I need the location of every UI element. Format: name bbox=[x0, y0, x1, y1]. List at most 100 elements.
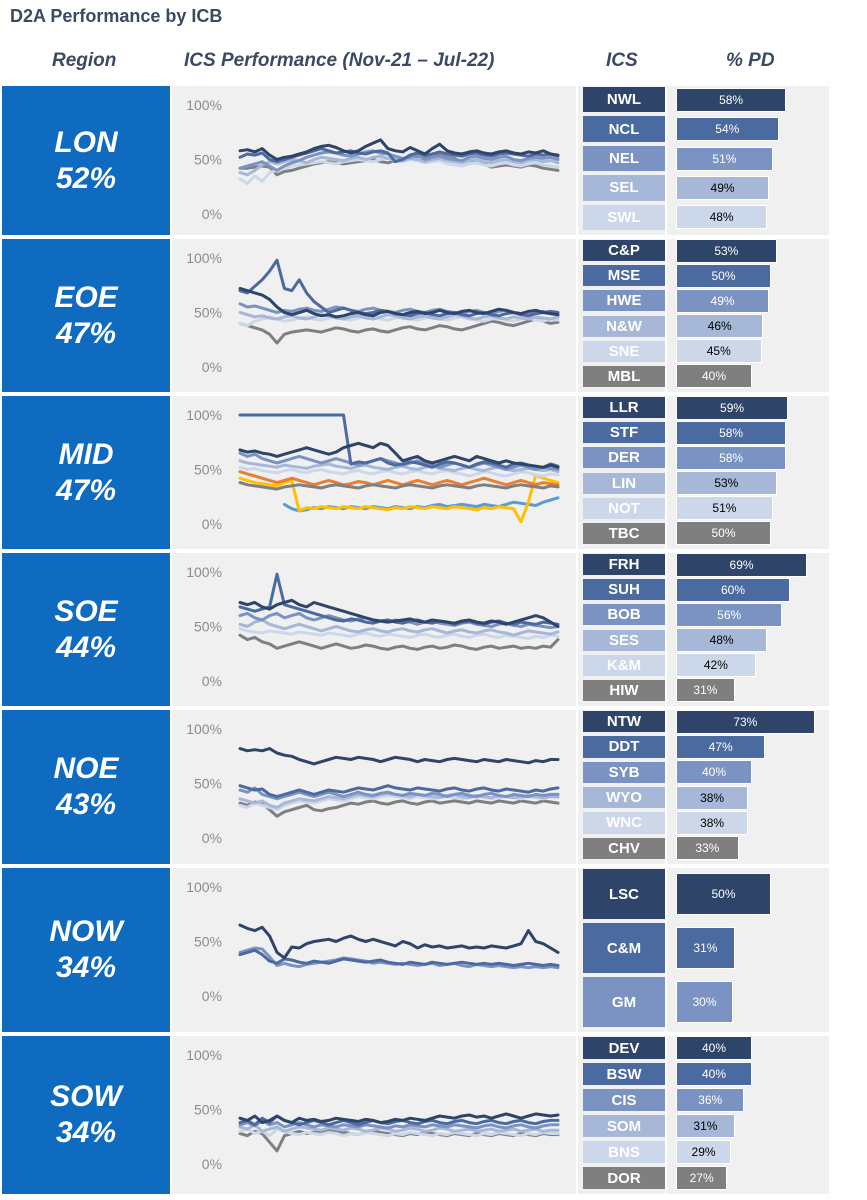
pd-bar: 58% bbox=[676, 87, 787, 112]
series-line-ses bbox=[238, 618, 560, 637]
pd-bar: 69% bbox=[676, 552, 808, 577]
region-box: SOE 44% bbox=[2, 553, 170, 706]
series-line-cm bbox=[238, 948, 560, 967]
series-line-ntw bbox=[238, 747, 560, 766]
pd-bar-label: 47% bbox=[708, 740, 733, 754]
ics-label: NWL bbox=[583, 87, 665, 113]
y-tick-label: 0% bbox=[202, 1156, 222, 1172]
pd-bar-label: 38% bbox=[700, 816, 725, 830]
pd-bar: 46% bbox=[676, 314, 764, 339]
region-box: SOW 34% bbox=[2, 1036, 170, 1194]
ics-label: CIS bbox=[583, 1089, 665, 1111]
region-percent: 47% bbox=[55, 473, 117, 507]
region-box: LON 52% bbox=[2, 86, 170, 235]
pd-bar-label: 31% bbox=[693, 683, 718, 698]
ics-label: DEV bbox=[583, 1037, 665, 1059]
ics-label: SUH bbox=[583, 579, 665, 601]
pd-bar: 47% bbox=[676, 735, 766, 759]
pd-bar: 51% bbox=[676, 146, 773, 171]
pd-bar: 49% bbox=[676, 175, 770, 200]
pd-bar: 58% bbox=[676, 420, 787, 445]
pd-bar: 27% bbox=[676, 1166, 728, 1190]
region-box: EOE 47% bbox=[2, 239, 170, 392]
ics-label: SEL bbox=[583, 175, 665, 201]
line-chart: 100% 50% 0% bbox=[186, 97, 560, 222]
ics-label: LSC bbox=[583, 869, 665, 919]
ics-label: K&M bbox=[583, 654, 665, 676]
ics-label: CHV bbox=[583, 837, 665, 859]
region-name: SOW bbox=[50, 1080, 122, 1113]
pd-bar-label: 40% bbox=[701, 369, 727, 384]
region-percent: 34% bbox=[55, 1116, 117, 1149]
pd-bar: 30% bbox=[676, 981, 733, 1023]
header-region: Region bbox=[52, 50, 117, 71]
pd-bar: 50% bbox=[676, 873, 771, 915]
ics-label: HIW bbox=[583, 679, 665, 701]
ics-label: TBC bbox=[583, 522, 665, 544]
ics-label: FRH bbox=[583, 554, 665, 576]
ics-label: NEL bbox=[583, 145, 665, 172]
y-tick-label: 50% bbox=[194, 305, 222, 321]
ics-label: MBL bbox=[583, 365, 665, 387]
line-chart: 100% 50% 0% bbox=[186, 407, 560, 532]
series-line-not bbox=[238, 465, 560, 478]
pd-bar-label: 31% bbox=[693, 1119, 718, 1133]
ics-label: C&P bbox=[583, 240, 665, 262]
pd-bar: 33% bbox=[676, 836, 739, 861]
pd-bar: 53% bbox=[676, 238, 777, 263]
region-name: SOE bbox=[54, 594, 118, 628]
pd-bar-label: 33% bbox=[695, 841, 720, 856]
pd-bar: 48% bbox=[676, 628, 768, 653]
pd-bar: 36% bbox=[676, 1088, 745, 1112]
series-line-hiw bbox=[238, 633, 560, 651]
region-name: NOE bbox=[53, 752, 119, 785]
pd-bar-label: 48% bbox=[709, 633, 734, 648]
pd-bar: 58% bbox=[676, 445, 787, 470]
line-chart: 100% 50% 0% bbox=[186, 879, 560, 1004]
ics-label: WNC bbox=[583, 812, 665, 834]
pd-bar-label: 46% bbox=[707, 319, 732, 334]
pd-bar-label: 40% bbox=[701, 1041, 727, 1055]
pd-bar: 50% bbox=[676, 521, 771, 546]
pd-bar-label: 45% bbox=[706, 344, 731, 359]
region-name: EOE bbox=[54, 280, 118, 314]
ics-label: BOB bbox=[583, 604, 665, 626]
pd-bar-label: 60% bbox=[720, 582, 746, 597]
ics-label: HWE bbox=[583, 290, 665, 312]
region-percent: 52% bbox=[55, 161, 117, 195]
pd-bar-label: 42% bbox=[703, 658, 728, 673]
pd-bar: 40% bbox=[676, 1062, 752, 1086]
line-chart-panel: 100% 50% 0% bbox=[172, 553, 576, 706]
y-tick-label: 100% bbox=[186, 250, 222, 266]
pd-bar: 50% bbox=[676, 263, 771, 288]
pd-bar: 53% bbox=[676, 471, 777, 496]
pd-bar-label: 58% bbox=[719, 425, 744, 440]
region-name: NOW bbox=[49, 915, 123, 948]
line-chart-panel: 100% 50% 0% bbox=[172, 1036, 576, 1194]
pd-bar: 31% bbox=[676, 678, 735, 703]
y-tick-label: 100% bbox=[186, 97, 222, 113]
y-tick-label: 100% bbox=[186, 1047, 222, 1063]
region-section-now: NOW 34% 100% 50% 0% LSC 50% C&M 31% GM 30% bbox=[0, 868, 867, 1032]
pd-bar-label: 51% bbox=[712, 501, 737, 516]
y-tick-label: 0% bbox=[202, 206, 222, 222]
region-percent: 47% bbox=[55, 316, 117, 350]
ics-label: SNE bbox=[583, 340, 665, 362]
pd-bar-label: 53% bbox=[714, 476, 739, 491]
ics-label: LLR bbox=[583, 397, 665, 419]
pd-bar-label: 50% bbox=[711, 526, 736, 541]
pd-bar-label: 40% bbox=[701, 1067, 727, 1081]
series-line-bns bbox=[238, 1127, 560, 1138]
pd-bar: 51% bbox=[676, 496, 773, 521]
region-section-lon: LON 52% 100% 50% 0% NWL 58% NCL 54% NEL 51% SEL 49% S… bbox=[0, 86, 867, 235]
pd-bar: 40% bbox=[676, 364, 752, 389]
pd-bar: 42% bbox=[676, 653, 756, 678]
line-chart-panel: 100% 50% 0% bbox=[172, 868, 576, 1032]
region-section-eoe: EOE 47% 100% 50% 0% C&P 53% MSE 50% HWE 49% N&W 46% S… bbox=[0, 238, 867, 392]
y-tick-label: 0% bbox=[202, 988, 222, 1004]
series-line-cp bbox=[238, 287, 560, 319]
pd-bar-label: 50% bbox=[711, 887, 736, 901]
y-tick-label: 100% bbox=[186, 879, 222, 895]
pd-bar-label: 40% bbox=[701, 765, 727, 780]
pd-bar-label: 29% bbox=[691, 1145, 716, 1159]
